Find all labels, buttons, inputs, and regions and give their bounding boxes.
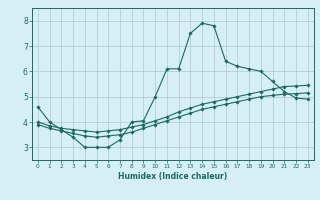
X-axis label: Humidex (Indice chaleur): Humidex (Indice chaleur) xyxy=(118,172,228,181)
